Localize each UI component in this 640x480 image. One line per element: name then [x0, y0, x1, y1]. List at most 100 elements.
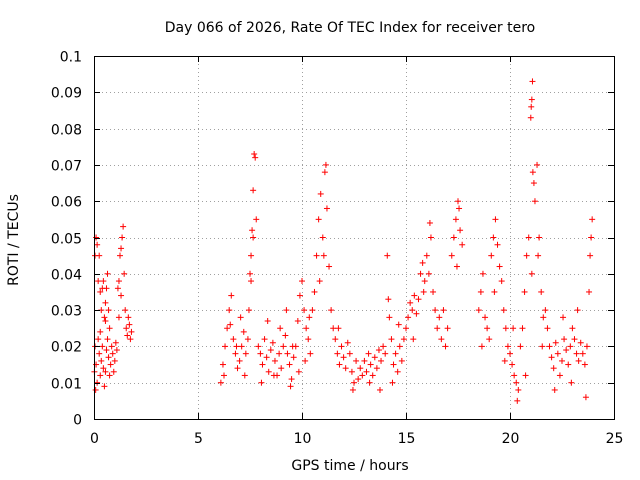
data-point	[296, 292, 303, 299]
data-point	[365, 350, 372, 357]
data-point	[421, 278, 428, 285]
data-point	[295, 368, 302, 375]
data-point	[114, 285, 121, 292]
data-point	[511, 372, 518, 379]
data-point	[307, 350, 314, 357]
data-point	[115, 314, 122, 321]
data-point	[311, 288, 318, 295]
data-point	[540, 314, 547, 321]
data-point	[507, 350, 513, 357]
data-point	[319, 234, 326, 241]
data-point	[107, 361, 114, 368]
data-point	[417, 270, 424, 277]
data-point	[96, 350, 103, 357]
data-point	[396, 343, 403, 350]
data-point	[258, 379, 265, 386]
data-point	[363, 368, 370, 375]
data-point	[232, 350, 239, 357]
data-point	[102, 368, 109, 375]
data-point	[382, 350, 389, 357]
data-point	[367, 361, 374, 368]
data-point	[123, 325, 130, 332]
data-point	[250, 234, 257, 241]
data-point	[316, 278, 323, 285]
data-point	[237, 314, 244, 321]
data-point	[100, 278, 107, 285]
data-point	[403, 325, 409, 332]
axes: 0 5 10 15 20 25 0 0.01 0.02 0.03 0.04 0.05 0.06 0.07 0…	[51, 50, 624, 448]
data-point	[455, 198, 461, 205]
data-point	[303, 325, 310, 332]
data-point	[94, 241, 101, 248]
data-point	[517, 343, 524, 350]
data-point	[97, 372, 104, 379]
data-point	[415, 296, 422, 303]
data-point	[290, 354, 297, 361]
data-point	[121, 270, 128, 277]
data-point	[395, 321, 402, 328]
data-point	[323, 205, 330, 212]
data-point	[589, 216, 596, 223]
data-point	[338, 343, 345, 350]
data-point	[226, 307, 233, 314]
data-point	[581, 361, 588, 368]
data-point	[112, 339, 119, 346]
data-point	[542, 307, 549, 314]
x-tick-label: 25	[606, 431, 624, 447]
data-point	[491, 288, 498, 295]
data-point	[559, 357, 565, 364]
data-point	[522, 372, 529, 379]
data-point	[234, 365, 241, 372]
data-point	[119, 234, 126, 241]
data-point	[488, 252, 495, 259]
data-point	[242, 350, 249, 357]
data-point	[97, 328, 104, 335]
x-tick-label: 15	[398, 431, 416, 447]
data-point	[390, 361, 397, 368]
data-point	[430, 288, 437, 295]
data-point	[561, 336, 568, 343]
data-point	[351, 379, 357, 386]
data-point	[108, 343, 115, 350]
data-point	[95, 336, 102, 343]
y-tick-label: 0.07	[51, 159, 82, 175]
data-point	[407, 299, 414, 306]
data-point	[105, 307, 112, 314]
data-point	[478, 343, 485, 350]
data-point	[217, 379, 224, 386]
data-point	[568, 379, 575, 386]
data-point	[228, 292, 235, 299]
chart-title: Day 066 of 2026, Rate Of TEC Index for r…	[165, 20, 536, 36]
data-point	[548, 354, 555, 361]
data-point	[486, 336, 493, 343]
data-point	[539, 343, 546, 350]
x-axis-label: GPS time / hours	[291, 458, 408, 474]
data-point	[426, 219, 433, 226]
data-point	[527, 114, 534, 121]
data-point	[385, 296, 392, 303]
data-point	[582, 394, 589, 401]
data-point	[587, 252, 594, 259]
data-point	[263, 354, 270, 361]
data-point	[546, 343, 553, 350]
data-point	[565, 361, 572, 368]
data-point	[265, 368, 272, 375]
grid-lines	[94, 56, 614, 419]
data-point	[554, 350, 561, 357]
data-point	[502, 325, 509, 332]
data-point	[249, 227, 256, 234]
data-point	[361, 357, 368, 364]
data-point	[252, 154, 259, 161]
data-point	[122, 307, 129, 314]
data-point	[236, 357, 243, 364]
data-point	[529, 169, 536, 176]
data-point	[267, 347, 274, 354]
data-point	[342, 365, 349, 372]
data-point	[259, 361, 266, 368]
data-point	[490, 234, 497, 241]
data-point	[315, 216, 322, 223]
data-point	[344, 339, 351, 346]
data-point	[221, 372, 227, 379]
data-point	[357, 365, 364, 372]
data-point	[241, 372, 248, 379]
